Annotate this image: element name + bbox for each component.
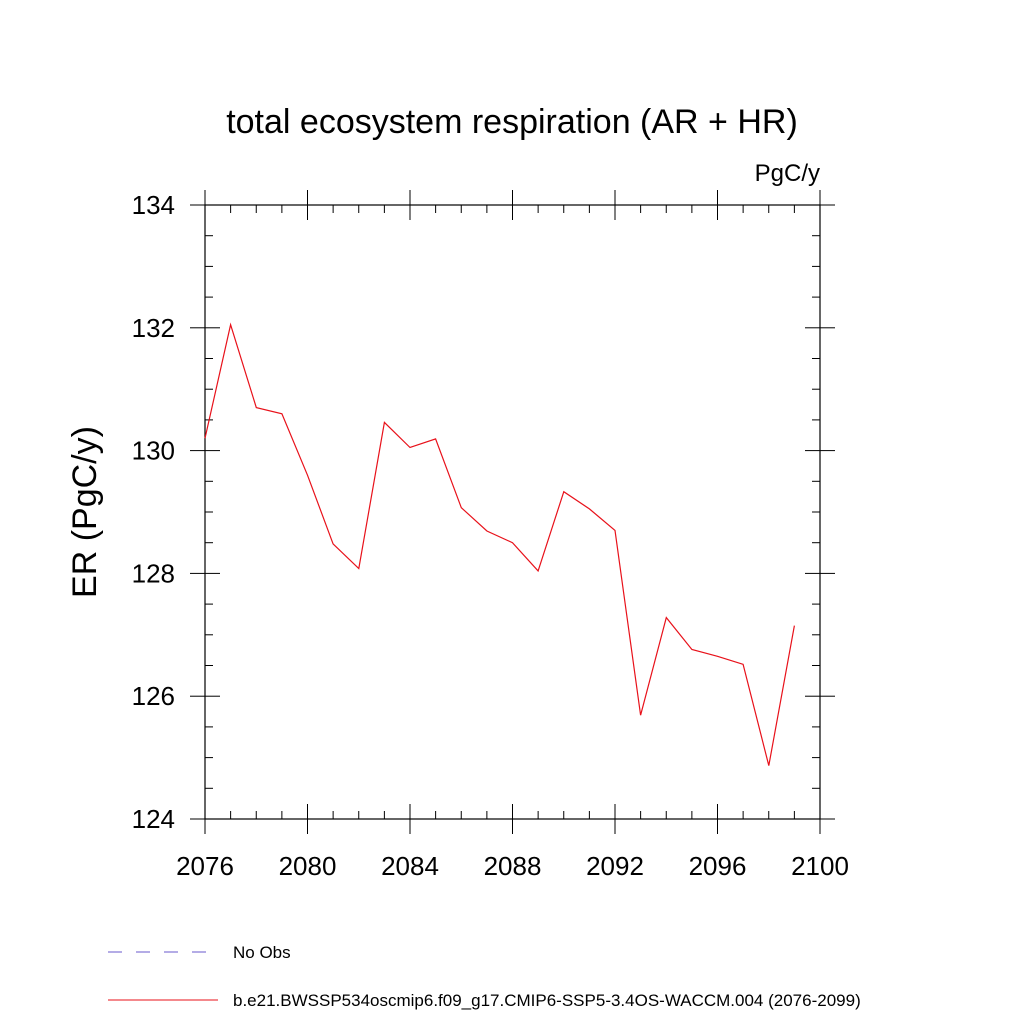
legend: No Obs b.e21.BWSSP534oscmip6.f09_g17.CMIP…: [108, 943, 861, 1010]
y-tick-label: 132: [132, 313, 175, 343]
axis-ticks: [190, 190, 835, 834]
units-label: PgC/y: [755, 160, 820, 187]
legend-label: No Obs: [233, 943, 291, 962]
series-line: [204, 322, 795, 766]
x-tick-label: 2096: [689, 851, 747, 881]
x-tick-label: 2092: [586, 851, 644, 881]
x-tick-label: 2100: [791, 851, 849, 881]
x-tick-label: 2076: [176, 851, 234, 881]
y-tick-label: 134: [132, 190, 175, 220]
y-tick-label: 124: [132, 804, 175, 834]
x-tick-label: 2080: [279, 851, 337, 881]
y-tick-label: 126: [132, 681, 175, 711]
x-tick-label: 2084: [381, 851, 439, 881]
y-axis-label: ER (PgC/y): [66, 426, 104, 598]
x-tick-label: 2088: [484, 851, 542, 881]
y-tick-label: 130: [132, 436, 175, 466]
y-tick-label: 128: [132, 558, 175, 588]
tick-labels: 2076 2080 2084 2088 2092 2096 2100 124 126 128 130…: [132, 190, 849, 881]
plot-frame: [204, 204, 821, 820]
series-layer: [204, 322, 795, 766]
legend-label: b.e21.BWSSP534oscmip6.f09_g17.CMIP6-SSP5…: [233, 991, 861, 1010]
chart-title: total ecosystem respiration (AR + HR): [226, 103, 798, 141]
